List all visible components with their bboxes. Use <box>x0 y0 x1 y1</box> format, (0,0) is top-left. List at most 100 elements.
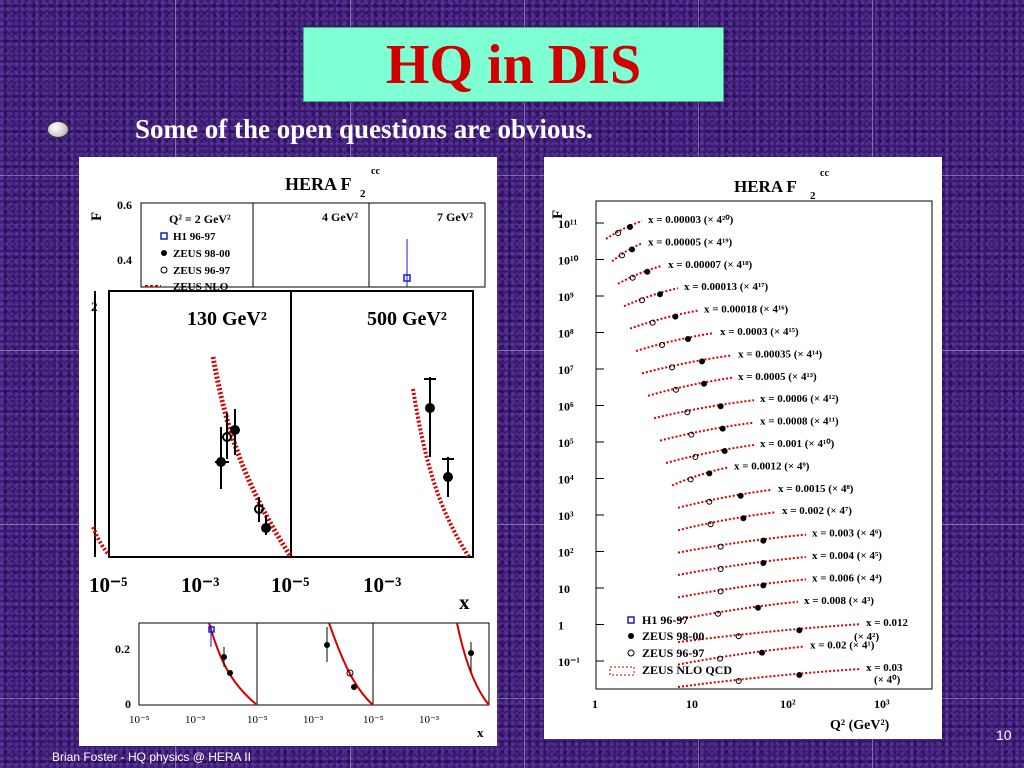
right-series-label: x = 0.001 (× 4¹⁰) <box>760 438 835 450</box>
background-gridline <box>0 175 1024 176</box>
bottom-xtick: 10⁻⁵ <box>363 714 384 726</box>
bottom-ytick: 0 <box>125 697 131 711</box>
right-ytick: 1 <box>558 619 564 633</box>
right-data-point <box>706 498 713 505</box>
right-xtick: 10 <box>686 697 698 711</box>
bottom-xtick: 10⁻³ <box>419 714 440 726</box>
right-data-point <box>717 655 723 662</box>
background-gridline <box>0 524 1024 525</box>
zoom-xtick: 10⁻⁵ <box>271 573 309 597</box>
right-data-point <box>719 425 726 432</box>
right-data-point <box>796 627 803 634</box>
legend-zeus9697-marker <box>160 266 168 274</box>
bottom-xtick: 10⁻³ <box>303 714 324 726</box>
bottom-xtick: 10⁻⁵ <box>247 714 268 726</box>
right-data-point <box>717 403 724 410</box>
left-figure-title-sub: 2 <box>360 188 366 200</box>
left-figure-svg: HERA F 2 cc F 0.6 0.4 Q² = 2 GeV² 4 GeV²… <box>89 166 490 740</box>
bottom-xtick: 10⁻³ <box>185 714 206 726</box>
right-ytick: 10¹⁰ <box>558 254 579 268</box>
right-xlabel: Q² (GeV²) <box>830 718 890 733</box>
bottom-xlabel: x <box>477 725 484 740</box>
right-ytick: 10⁵ <box>558 436 574 450</box>
zoom-panel-label: 500 GeV² <box>367 308 447 330</box>
data-point-group <box>424 377 454 497</box>
right-xtick: 10² <box>780 697 796 711</box>
legend-h1-marker <box>160 232 168 240</box>
right-ytick: 10⁹ <box>558 290 574 304</box>
right-nlo-curve <box>659 421 755 442</box>
right-data-point <box>627 224 633 230</box>
right-data-point <box>706 470 713 477</box>
background-gridline <box>0 698 1024 699</box>
legend-label: ZEUS 98-00 <box>173 248 231 260</box>
bottom-panel-2 <box>256 622 374 706</box>
right-series-label: x = 0.002 (× 4⁷) <box>782 505 852 517</box>
right-data-point <box>684 409 691 416</box>
right-ytick: 10⁸ <box>558 327 574 341</box>
page-number: 10 <box>996 727 1012 743</box>
right-data-point <box>669 364 675 371</box>
right-figure-ylabel: F <box>550 210 566 219</box>
right-series-label: x = 0.0005 (× 4¹³) <box>738 371 817 383</box>
right-data-point <box>699 358 705 365</box>
bottom-ytick: 0.2 <box>115 642 130 656</box>
right-data-point <box>672 313 679 320</box>
right-data-point <box>707 521 714 528</box>
bottom-panel-1 <box>138 622 258 706</box>
right-nlo-curve <box>677 488 773 509</box>
right-extra-factor-label: (× 4⁰) <box>874 674 901 686</box>
right-nlo-curve <box>677 578 807 599</box>
right-ytick: 10⁶ <box>558 400 574 414</box>
left-figure-title: HERA F <box>285 174 352 194</box>
right-ytick: 10⁷ <box>558 363 574 377</box>
right-extra-factor-label: (× 4²) <box>854 631 879 643</box>
right-data-point <box>657 291 663 298</box>
right-plot-frame <box>595 200 933 690</box>
right-series-label: x = 0.008 (× 4³) <box>804 595 874 607</box>
right-legend-label: ZEUS 98-00 <box>642 629 704 643</box>
right-data-point <box>759 649 765 656</box>
right-data-point <box>615 230 621 236</box>
right-nlo-curve <box>629 309 699 330</box>
zoom-panel-background <box>93 291 475 557</box>
right-nlo-curve <box>665 444 755 464</box>
right-nlo-curve <box>677 600 799 621</box>
right-series-label: x = 0.0015 (× 4⁸) <box>778 483 854 495</box>
right-data-point <box>721 448 728 454</box>
right-series-labels: x = 0.00003 (× 4²⁰) x = 0.00005 (× 4¹⁹) x … <box>648 214 909 674</box>
right-figure-title-sub: 2 <box>810 190 816 202</box>
right-series-label: x = 0.003 (× 4⁶) <box>812 528 882 540</box>
top-ytick: 0.4 <box>117 253 132 267</box>
right-nlo-curve <box>653 399 755 420</box>
right-data-point <box>737 492 744 499</box>
right-data-point <box>760 560 767 566</box>
right-nlo-curve <box>677 556 807 576</box>
right-ytick: 10⁻¹ <box>558 655 580 669</box>
right-data-point <box>685 336 691 342</box>
nlo-curve <box>411 388 471 559</box>
right-series-label: x = 0.00005 (× 4¹⁹) <box>648 236 733 248</box>
right-data-point <box>796 672 803 678</box>
top-panel-3 <box>368 202 486 288</box>
nlo-curve <box>328 622 374 706</box>
right-data-point <box>629 274 636 281</box>
right-nlo-curve <box>617 264 663 285</box>
right-legend-label: H1 96-97 <box>642 613 688 627</box>
data-point-group <box>208 625 474 690</box>
right-figure-panel: HERA F 2 cc F 10¹¹ 10¹⁰ 10⁹ 10⁸ 10⁷ 10⁶ 10⁵ 10⁴… <box>544 157 942 739</box>
data-point-group <box>215 409 271 535</box>
top-panel-label: 7 GeV² <box>437 210 473 224</box>
nlo-curve <box>456 622 490 706</box>
zoom-panel-500 <box>290 290 474 558</box>
right-data-point <box>649 319 656 326</box>
right-nlo-curve <box>635 332 715 352</box>
right-series-label: x = 0.03 <box>866 662 903 674</box>
background-gridline <box>524 0 525 768</box>
right-series-label: x = 0.0008 (× 4¹¹) <box>760 416 839 428</box>
right-data-point <box>717 588 724 595</box>
zoom-xtick: 10⁻³ <box>181 573 219 597</box>
right-nlo-curve <box>677 668 861 688</box>
legend-label: ZEUS 96-97 <box>173 265 231 277</box>
right-nlo-curve <box>623 287 679 308</box>
